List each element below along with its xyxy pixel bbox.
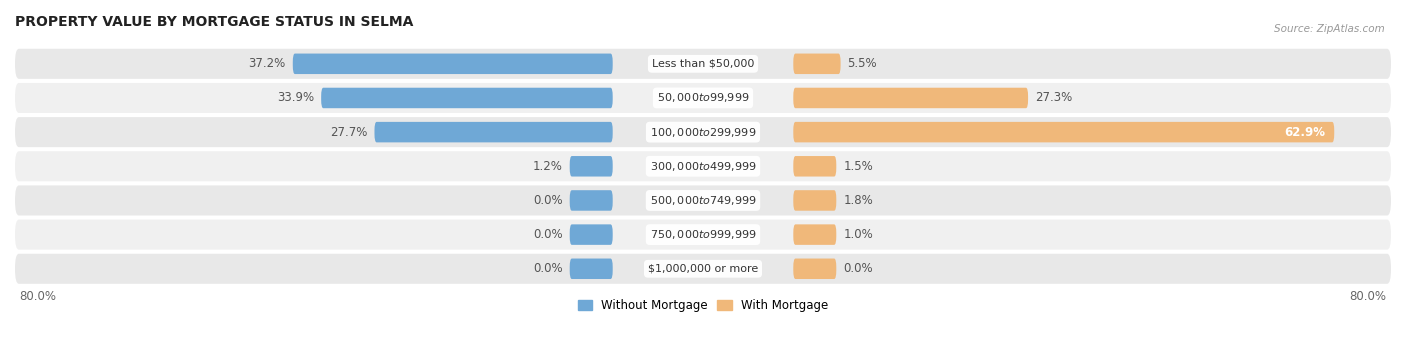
FancyBboxPatch shape <box>15 49 1391 79</box>
FancyBboxPatch shape <box>15 185 1391 216</box>
Text: 0.0%: 0.0% <box>533 262 562 275</box>
Text: 80.0%: 80.0% <box>20 290 56 303</box>
FancyBboxPatch shape <box>569 156 613 176</box>
FancyBboxPatch shape <box>374 122 613 142</box>
FancyBboxPatch shape <box>793 156 837 176</box>
FancyBboxPatch shape <box>793 190 837 211</box>
Text: 80.0%: 80.0% <box>1350 290 1386 303</box>
FancyBboxPatch shape <box>793 224 837 245</box>
FancyBboxPatch shape <box>793 122 1334 142</box>
Text: $300,000 to $499,999: $300,000 to $499,999 <box>650 160 756 173</box>
Text: 0.0%: 0.0% <box>533 228 562 241</box>
Text: Less than $50,000: Less than $50,000 <box>652 59 754 69</box>
Legend: Without Mortgage, With Mortgage: Without Mortgage, With Mortgage <box>574 295 832 317</box>
FancyBboxPatch shape <box>793 258 837 279</box>
Text: 0.0%: 0.0% <box>844 262 873 275</box>
FancyBboxPatch shape <box>15 117 1391 147</box>
Text: $750,000 to $999,999: $750,000 to $999,999 <box>650 228 756 241</box>
Text: $100,000 to $299,999: $100,000 to $299,999 <box>650 125 756 139</box>
Text: 27.3%: 27.3% <box>1035 91 1073 104</box>
Text: 1.2%: 1.2% <box>533 160 562 173</box>
Text: 27.7%: 27.7% <box>330 125 367 139</box>
Text: 0.0%: 0.0% <box>533 194 562 207</box>
FancyBboxPatch shape <box>569 190 613 211</box>
Text: $500,000 to $749,999: $500,000 to $749,999 <box>650 194 756 207</box>
Text: 33.9%: 33.9% <box>277 91 315 104</box>
FancyBboxPatch shape <box>793 88 1028 108</box>
Text: 1.5%: 1.5% <box>844 160 873 173</box>
Text: 1.8%: 1.8% <box>844 194 873 207</box>
FancyBboxPatch shape <box>292 54 613 74</box>
FancyBboxPatch shape <box>15 254 1391 284</box>
FancyBboxPatch shape <box>569 224 613 245</box>
FancyBboxPatch shape <box>15 83 1391 113</box>
Text: $50,000 to $99,999: $50,000 to $99,999 <box>657 91 749 104</box>
FancyBboxPatch shape <box>321 88 613 108</box>
Text: $1,000,000 or more: $1,000,000 or more <box>648 264 758 274</box>
Text: PROPERTY VALUE BY MORTGAGE STATUS IN SELMA: PROPERTY VALUE BY MORTGAGE STATUS IN SEL… <box>15 15 413 29</box>
FancyBboxPatch shape <box>15 151 1391 181</box>
FancyBboxPatch shape <box>15 220 1391 250</box>
FancyBboxPatch shape <box>793 54 841 74</box>
Text: 37.2%: 37.2% <box>249 57 285 70</box>
FancyBboxPatch shape <box>569 258 613 279</box>
Text: 62.9%: 62.9% <box>1285 125 1326 139</box>
Text: Source: ZipAtlas.com: Source: ZipAtlas.com <box>1274 24 1385 34</box>
Text: 1.0%: 1.0% <box>844 228 873 241</box>
Text: 5.5%: 5.5% <box>848 57 877 70</box>
